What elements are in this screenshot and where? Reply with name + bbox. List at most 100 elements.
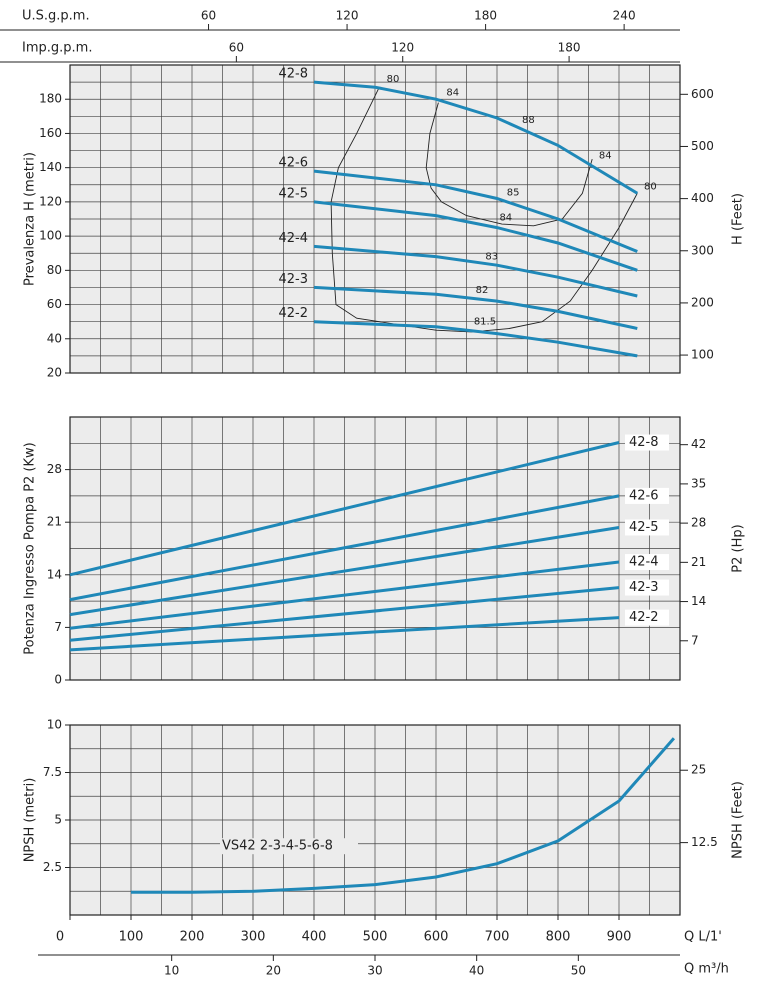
efficiency-label: 82: [476, 285, 489, 296]
x-tick-label: 300: [241, 930, 266, 945]
top-tick-label: 180: [474, 9, 497, 23]
y2-tick-label: 14: [691, 594, 706, 608]
x-tick-label: 0: [56, 930, 64, 945]
y2-tick-label: 300: [691, 243, 714, 257]
efficiency-label: 84: [599, 151, 612, 162]
top-axis-label: Imp.g.p.m.: [22, 41, 92, 56]
y-tick-label: 140: [39, 160, 62, 174]
y-tick-label: 20: [47, 366, 62, 380]
efficiency-line: [425, 102, 593, 227]
y-tick-label: 120: [39, 194, 62, 208]
y2-tick-label: 100: [691, 348, 714, 362]
y-axis-label: Prevalenza H (metri): [23, 152, 38, 286]
y2-tick-label: 400: [691, 191, 714, 205]
y2-tick-label: 35: [691, 476, 706, 490]
y-tick-label: 100: [39, 229, 62, 243]
bottom-tick-label: 20: [266, 964, 281, 978]
label-bg: [625, 434, 669, 451]
top-tick-label: 120: [336, 9, 359, 23]
series-line: [313, 200, 638, 272]
label-bg: [625, 579, 669, 596]
y-tick-label: 10: [47, 718, 62, 732]
y2-tick-label: 200: [691, 295, 714, 309]
efficiency-label: 88: [522, 115, 535, 126]
y-tick-label: 180: [39, 92, 62, 106]
series-label: 42-8: [278, 67, 308, 82]
series-line: [313, 169, 638, 253]
series-label: 42-4: [278, 231, 308, 246]
top-tick-label: 120: [391, 41, 414, 55]
y2-axis-label: H (Feet): [731, 193, 746, 245]
y-tick-label: 28: [47, 462, 62, 476]
label-bg: [625, 487, 669, 504]
x-tick-label: 600: [424, 930, 449, 945]
series-line: [69, 526, 620, 617]
y-tick-label: 80: [47, 263, 62, 277]
y2-axis-label: P2 (Hp): [731, 524, 746, 572]
plot-frame: [69, 64, 681, 374]
series-label: 42-8: [629, 435, 659, 450]
efficiency-label: 84: [499, 212, 512, 223]
y2-tick-label: 25: [691, 763, 706, 777]
series-line: [69, 616, 620, 652]
y-tick-label: 21: [47, 515, 62, 529]
bottom-tick-label: 50: [571, 964, 586, 978]
top-axis-label: U.S.g.p.m.: [22, 9, 90, 24]
efficiency-label: 80: [387, 74, 400, 85]
top-tick-label: 60: [229, 41, 244, 55]
series-label: 42-2: [278, 306, 308, 321]
x-tick-label: 500: [363, 930, 388, 945]
series-label: 42-3: [629, 580, 659, 595]
x-axis-label: Q L/1': [684, 930, 722, 945]
y-tick-label: 7: [54, 620, 62, 634]
series-line: [69, 560, 620, 630]
y-tick-label: 0: [54, 673, 62, 687]
series-label: VS42 2-3-4-5-6-8: [222, 839, 333, 854]
efficiency-line: [330, 87, 638, 333]
series-line: [69, 494, 620, 602]
series-line: [313, 80, 639, 195]
label-bg: [625, 609, 669, 626]
y2-tick-label: 12.5: [691, 835, 718, 849]
series-line: [313, 285, 638, 330]
y2-axis-label: NPSH (Feet): [731, 781, 746, 859]
series-label: 42-3: [278, 272, 308, 287]
x-tick-label: 700: [485, 930, 510, 945]
efficiency-label: 85: [507, 187, 520, 198]
x-tick-label: 400: [302, 930, 327, 945]
label-bg: [220, 838, 358, 855]
y-tick-label: 60: [47, 297, 62, 311]
y2-tick-label: 500: [691, 139, 714, 153]
y-tick-label: 40: [47, 331, 62, 345]
x-tick-label: 200: [180, 930, 205, 945]
efficiency-label: 81.5: [474, 317, 496, 328]
efficiency-label: 80: [644, 181, 657, 192]
series-label: 42-2: [629, 610, 659, 625]
y2-tick-label: 21: [691, 555, 706, 569]
y2-tick-label: 600: [691, 87, 714, 101]
series-line: [69, 586, 620, 642]
label-bg: [625, 554, 669, 571]
bottom-tick-label: 40: [469, 964, 484, 978]
y-tick-label: 5: [54, 813, 62, 827]
series-label: 42-6: [278, 156, 308, 171]
plot-frame: [69, 416, 681, 681]
y-tick-label: 160: [39, 126, 62, 140]
series-line: [313, 244, 638, 298]
bottom-tick-label: 10: [164, 964, 179, 978]
y-axis-label: NPSH (metri): [23, 778, 38, 863]
top-tick-label: 180: [558, 41, 581, 55]
y-axis-label: Potenza Ingresso Pompa P2 (Kw): [23, 442, 38, 655]
x-tick-label: 900: [607, 930, 632, 945]
efficiency-label: 84: [446, 87, 459, 98]
top-tick-label: 60: [201, 9, 216, 23]
bottom-tick-label: 30: [367, 964, 382, 978]
y-tick-label: 14: [47, 567, 62, 581]
label-bg: [625, 519, 669, 536]
x-tick-label: 800: [546, 930, 571, 945]
series-line: [313, 320, 638, 358]
bottom-axis-label: Q m³/h: [684, 962, 729, 977]
x-tick-label: 100: [119, 930, 144, 945]
efficiency-label: 83: [485, 252, 498, 263]
